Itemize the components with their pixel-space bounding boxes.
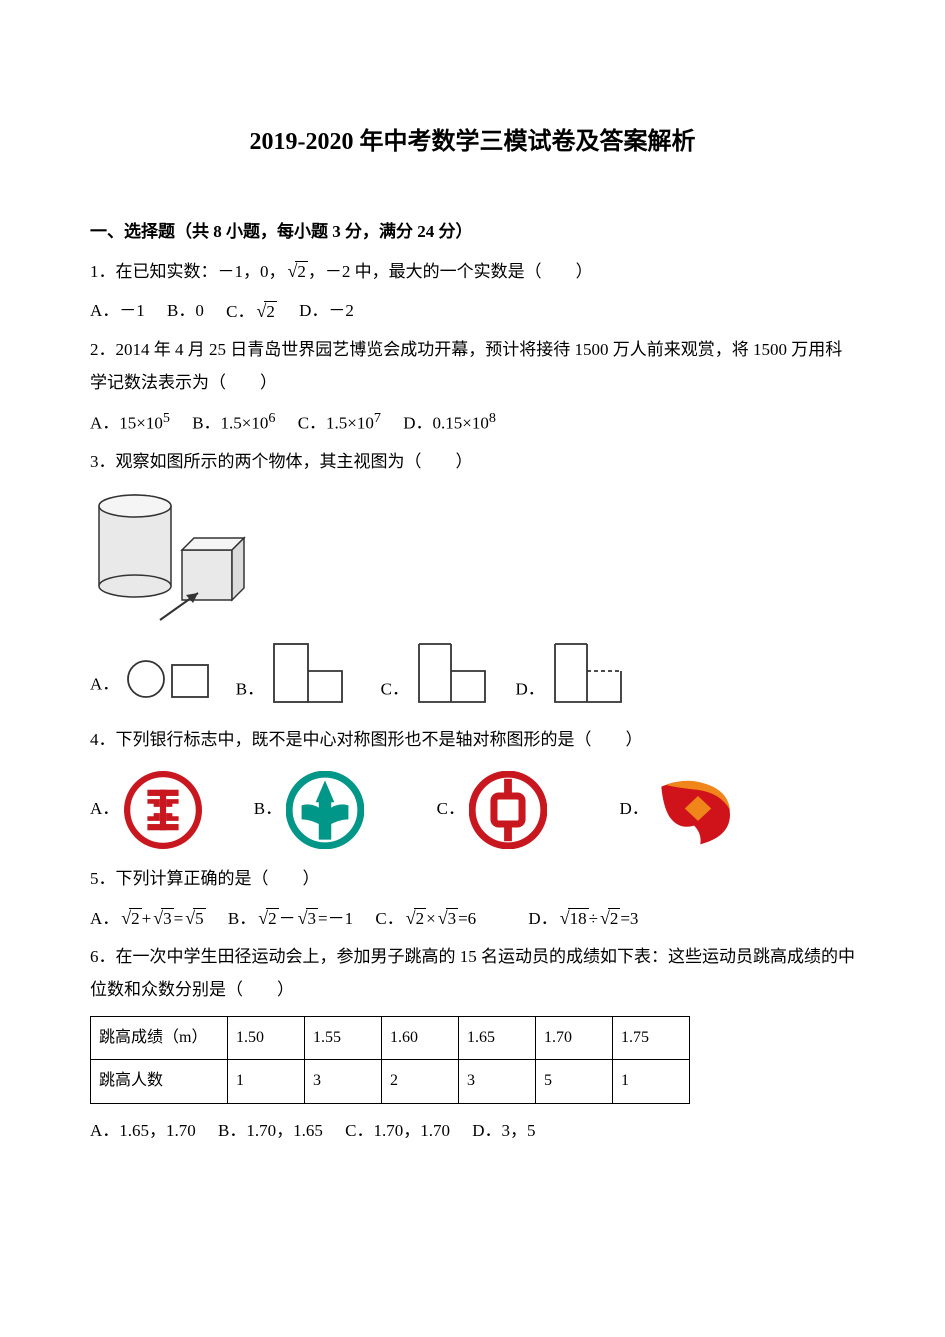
q1-options: A．－1 B．0 C．√2 D．－2 [90,294,855,328]
q5-options: A．√2+√3=√5 B．√2－√3=－1 C．√2×√3=6 D．√18÷√2… [90,901,855,935]
q4-option-b: B． [254,771,365,849]
q1-stem-a: 1．在已知实数：－1，0， [90,262,286,281]
q1-option-b: B．0 [167,295,204,327]
page-title: 2019-2020 年中考数学三模试卷及答案解析 [90,120,855,166]
q6-table: 跳高成绩（m） 1.50 1.55 1.60 1.65 1.70 1.75 跳高… [90,1016,690,1104]
q2-option-c: C．1.5×107 [298,405,381,440]
q5-option-d: D．√18÷√2=3 [528,901,638,935]
q5-option-a: A．√2+√3=√5 [90,901,206,935]
q5-option-c: C．√2×√3=6 [375,901,476,935]
table-row: 跳高人数 1 3 2 3 5 1 [91,1060,690,1103]
section-1-heading: 一、选择题（共 8 小题，每小题 3 分，满分 24 分） [90,216,855,248]
option-b-diagram-icon [268,641,358,706]
q6-option-d: D．3，5 [472,1115,535,1147]
q1-option-a: A．－1 [90,295,145,327]
option-a-diagram-icon [124,646,214,701]
q3-options: A． B． C． D． [90,641,855,706]
q4-options: A． B． [90,771,855,849]
cylinder-cube-icon [90,488,270,623]
table-cell: 1.55 [305,1016,382,1059]
q3-figure [90,488,855,623]
q2-options: A．15×105 B．1.5×106 C．1.5×107 D．0.15×108 [90,405,855,440]
table-cell: 跳高人数 [91,1060,228,1103]
table-cell: 3 [459,1060,536,1103]
q6-option-a: A．1.65，1.70 [90,1115,196,1147]
table-cell: 1 [613,1060,690,1103]
cmbc-logo-icon [653,771,743,849]
q4-option-d: D． [619,771,743,849]
table-cell: 3 [305,1060,382,1103]
table-cell: 1 [228,1060,305,1103]
q5-option-b: B．√2－√3=－1 [228,901,353,935]
q3-option-b: B． [236,641,359,706]
option-d-diagram-icon [549,641,629,706]
question-4: 4．下列银行标志中，既不是中心对称图形也不是轴对称图形的是（ ） [90,724,855,756]
table-cell: 5 [536,1060,613,1103]
q4-option-c: C． [437,771,548,849]
q3-option-d: D． [515,641,629,706]
q2-option-a: A．15×105 [90,405,170,440]
question-1: 1．在已知实数：－1，0，√2，－2 中，最大的一个实数是（ ） [90,254,855,288]
q4-option-a: A． [90,771,202,849]
view-arrow-icon [160,593,198,620]
q1-stem-b: ，－2 中，最大的一个实数是（ ） [308,262,593,281]
table-cell: 1.60 [382,1016,459,1059]
table-cell: 跳高成绩（m） [91,1016,228,1059]
q1-option-c: C．√2 [226,294,277,328]
option-c-diagram-icon [413,641,493,706]
q6-option-b: B．1.70，1.65 [218,1115,323,1147]
question-6: 6．在一次中学生田径运动会上，参加男子跳高的 15 名运动员的成绩如下表：这些运… [90,941,855,1006]
exam-page: 2019-2020 年中考数学三模试卷及答案解析 一、选择题（共 8 小题，每小… [0,0,945,1231]
sqrt-icon: √2 [254,294,276,328]
table-cell: 1.50 [228,1016,305,1059]
question-3: 3．观察如图所示的两个物体，其主视图为（ ） [90,446,855,478]
table-cell: 1.75 [613,1016,690,1059]
q6-options: A．1.65，1.70 B．1.70，1.65 C．1.70，1.70 D．3，… [90,1114,855,1147]
q6-option-c: C．1.70，1.70 [345,1115,450,1147]
q3-option-c: C． [381,641,494,706]
q1-option-d: D．－2 [299,295,354,327]
q3-option-a: A． [90,646,214,701]
table-row: 跳高成绩（m） 1.50 1.55 1.60 1.65 1.70 1.75 [91,1016,690,1059]
question-5: 5．下列计算正确的是（ ） [90,863,855,895]
q2-option-d: D．0.15×108 [403,405,496,440]
boc-logo-icon [469,771,547,849]
icbc-logo-icon [124,771,202,849]
abc-logo-icon [286,771,364,849]
table-cell: 1.70 [536,1016,613,1059]
q2-option-b: B．1.5×106 [192,405,275,440]
table-cell: 1.65 [459,1016,536,1059]
question-2: 2．2014 年 4 月 25 日青岛世界园艺博览会成功开幕，预计将接待 150… [90,334,855,399]
sqrt-icon: √2 [286,254,308,288]
table-cell: 2 [382,1060,459,1103]
